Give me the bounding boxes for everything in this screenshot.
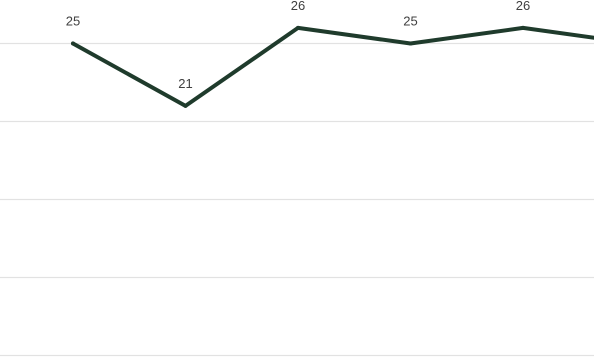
data-point-4 [521,25,525,30]
data-label-2: 26 [291,0,305,13]
data-label-3: 25 [403,14,417,29]
gridlines [0,42,594,357]
data-label-0: 25 [66,14,80,29]
data-labels: 25 21 26 25 26 [66,0,530,91]
data-point-3 [408,41,413,46]
data-label-1: 21 [178,76,192,91]
data-point-1 [183,103,188,108]
data-point-2 [296,25,300,30]
series-area [71,25,594,108]
data-point-0 [71,41,75,46]
data-label-4: 26 [516,0,530,13]
series-line-0 [71,25,594,108]
